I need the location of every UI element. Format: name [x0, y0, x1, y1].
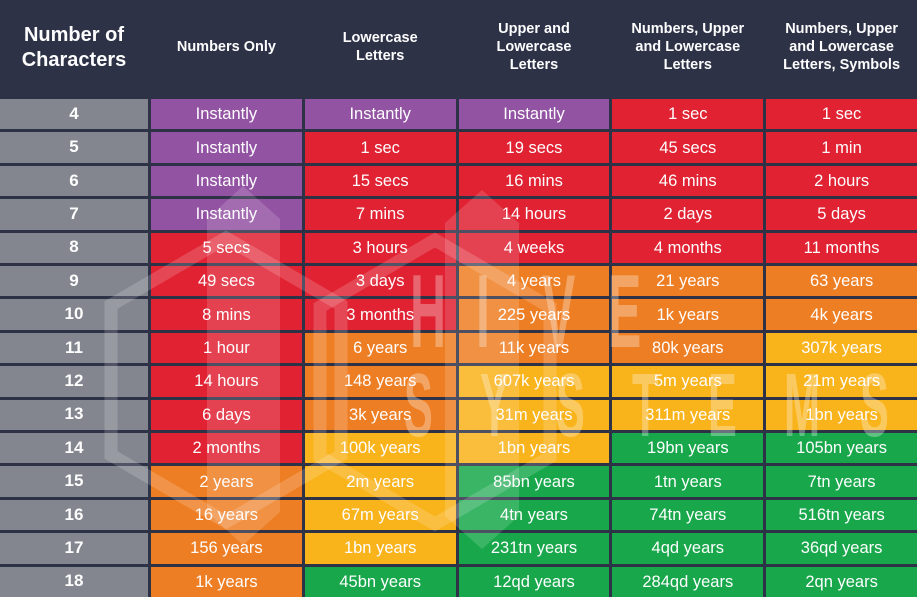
crack-time-cell: 6 years	[304, 332, 456, 364]
crack-time-cell: 16 years	[151, 499, 302, 531]
crack-time-cell: 1bn years	[766, 399, 917, 430]
crack-time-cell: 4 weeks	[458, 232, 610, 263]
crack-time-cell: Instantly	[304, 99, 456, 130]
crack-time-cell: Instantly	[151, 99, 302, 130]
crack-time-cell: 80k years	[612, 332, 764, 364]
char-count-cell: 15	[0, 466, 148, 497]
crack-time-cell: 11k years	[458, 332, 610, 364]
crack-time-cell: 1k years	[612, 299, 764, 330]
crack-time-cell: 2 hours	[766, 165, 917, 197]
crack-time-cell: 14 hours	[151, 366, 302, 397]
crack-time-cell: 4k years	[766, 299, 917, 330]
crack-time-cell: 74tn years	[612, 499, 764, 531]
column-header-4: Numbers, Upper and Lowercase Letters, Sy…	[783, 21, 901, 73]
crack-time-cell: 11 months	[766, 232, 917, 263]
crack-time-cell: 1 min	[766, 132, 917, 163]
crack-time-cell: 2qn years	[766, 566, 917, 597]
crack-time-cell: 21m years	[766, 366, 917, 397]
char-count-cell: 8	[0, 232, 148, 263]
char-count-cell: 7	[0, 199, 148, 230]
crack-time-cell: 3 days	[304, 265, 456, 297]
crack-time-cell: 3k years	[304, 399, 456, 430]
column-header-2: Upper and Lowercase Letters	[496, 21, 572, 73]
crack-time-cell: 1 sec	[304, 132, 456, 163]
crack-time-cell: 156 years	[151, 533, 302, 564]
column-header-1: Lowercase Letters	[342, 30, 418, 64]
column-header-0: Numbers Only	[176, 39, 276, 56]
crack-time-cell: 12qd years	[458, 566, 610, 597]
crack-time-cell: 63 years	[766, 265, 917, 297]
column-header-number-of-characters: Number of Characters	[21, 24, 127, 71]
crack-time-cell: 7 mins	[304, 199, 456, 230]
crack-time-cell: 3 hours	[304, 232, 456, 263]
crack-time-cell: 284qd years	[612, 566, 764, 597]
crack-time-cell: 148 years	[304, 366, 456, 397]
crack-time-cell: 225 years	[458, 299, 610, 330]
crack-time-cell: 516tn years	[766, 499, 917, 531]
crack-time-cell: 45 secs	[612, 132, 764, 163]
crack-time-cell: 67m years	[304, 499, 456, 531]
crack-time-cell: Instantly	[458, 99, 610, 130]
crack-time-cell: 1bn years	[304, 533, 456, 564]
crack-time-cell: 4 months	[612, 232, 764, 263]
crack-time-cell: 19bn years	[612, 432, 764, 464]
crack-time-cell: 8 mins	[151, 299, 302, 330]
crack-time-cell: 2 months	[151, 432, 302, 464]
crack-time-cell: 4 years	[458, 265, 610, 297]
crack-time-cell: 1 sec	[766, 99, 917, 130]
char-count-cell: 9	[0, 265, 148, 297]
crack-time-cell: 1bn years	[458, 432, 610, 464]
crack-time-cell: 21 years	[612, 265, 764, 297]
char-count-cell: 16	[0, 499, 148, 531]
crack-time-cell: 31m years	[458, 399, 610, 430]
crack-time-cell: Instantly	[151, 199, 302, 230]
crack-time-cell: 49 secs	[151, 265, 302, 297]
crack-time-cell: 1 hour	[151, 332, 302, 364]
crack-time-cell: 6 days	[151, 399, 302, 430]
crack-time-cell: Instantly	[151, 132, 302, 163]
crack-time-cell: 1tn years	[612, 466, 764, 497]
crack-time-cell: 46 mins	[612, 165, 764, 197]
char-count-cell: 12	[0, 366, 148, 397]
crack-time-cell: 311m years	[612, 399, 764, 430]
crack-time-cell: 231tn years	[458, 533, 610, 564]
char-count-cell: 5	[0, 132, 148, 163]
char-count-cell: 4	[0, 99, 148, 130]
char-count-cell: 10	[0, 299, 148, 330]
crack-time-cell: 3 months	[304, 299, 456, 330]
crack-time-cell: 5 days	[766, 199, 917, 230]
char-count-cell: 14	[0, 432, 148, 464]
char-count-cell: 11	[0, 332, 148, 364]
crack-time-cell: 5 secs	[151, 232, 302, 263]
crack-time-cell: 607k years	[458, 366, 610, 397]
crack-time-cell: 19 secs	[458, 132, 610, 163]
crack-time-cell: 2 years	[151, 466, 302, 497]
crack-time-cell: 2m years	[304, 466, 456, 497]
crack-time-cell: 7tn years	[766, 466, 917, 497]
crack-time-cell: 85bn years	[458, 466, 610, 497]
crack-time-cell: 45bn years	[304, 566, 456, 597]
char-count-cell: 17	[0, 533, 148, 564]
column-header-3: Numbers, Upper and Lowercase Letters	[631, 21, 745, 73]
crack-time-cell: 2 days	[612, 199, 764, 230]
char-count-cell: 18	[0, 566, 148, 597]
char-count-cell: 6	[0, 165, 148, 197]
crack-time-cell: Instantly	[151, 165, 302, 197]
crack-time-cell: 307k years	[766, 332, 917, 364]
crack-time-cell: 16 mins	[458, 165, 610, 197]
crack-time-cell: 1k years	[151, 566, 302, 597]
crack-time-cell: 36qd years	[766, 533, 917, 564]
crack-time-cell: 100k years	[304, 432, 456, 464]
crack-time-cell: 4tn years	[458, 499, 610, 531]
crack-time-cell: 14 hours	[458, 199, 610, 230]
char-count-cell: 13	[0, 399, 148, 430]
crack-time-cell: 4qd years	[612, 533, 764, 564]
crack-time-cell: 15 secs	[304, 165, 456, 197]
crack-time-cell: 1 sec	[612, 99, 764, 130]
crack-time-cell: 5m years	[612, 366, 764, 397]
crack-time-cell: 105bn years	[766, 432, 917, 464]
